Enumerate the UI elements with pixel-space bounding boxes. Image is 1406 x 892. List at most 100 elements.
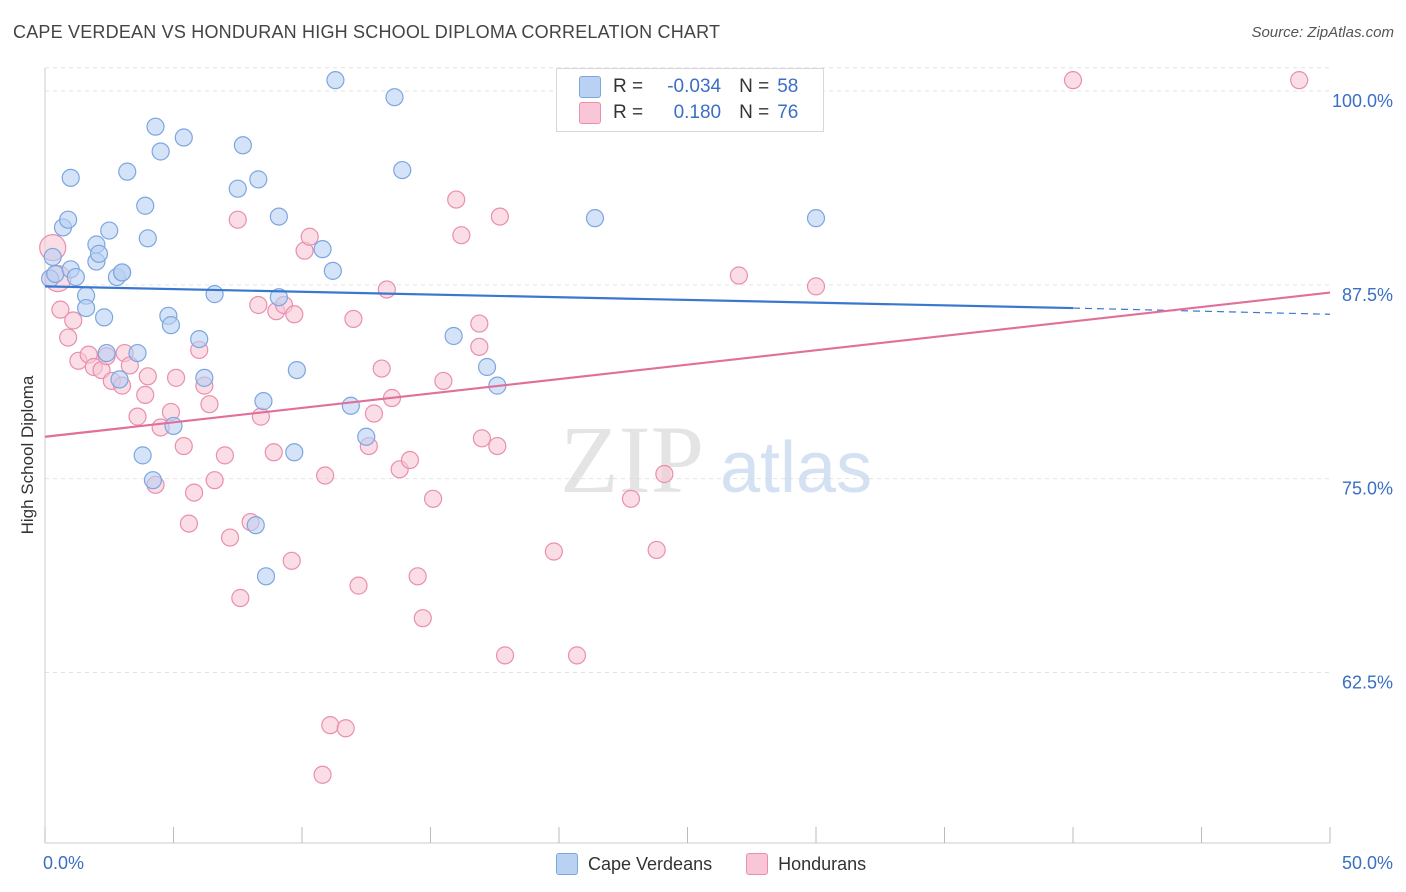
pink-swatch — [579, 102, 601, 124]
honduran-point — [408, 567, 427, 586]
honduran-point — [647, 540, 666, 560]
cape-verdean-point — [195, 368, 214, 387]
honduran-point — [138, 367, 157, 386]
chart-title: CAPE VERDEAN VS HONDURAN HIGH SCHOOL DIP… — [13, 22, 721, 42]
honduran-point — [470, 337, 489, 356]
cape-verdean-point — [59, 210, 78, 229]
honduran-point — [200, 395, 219, 414]
cape-verdean-point — [61, 168, 80, 187]
blue-swatch — [579, 76, 601, 98]
cape-verdean-point — [233, 136, 252, 155]
honduran-point — [806, 277, 826, 296]
honduran-point — [470, 314, 489, 333]
honduran-point — [179, 514, 199, 533]
honduran-point — [300, 227, 319, 246]
honduran-point — [400, 450, 420, 470]
honduran-point — [344, 309, 363, 329]
cape-verdean-point — [323, 261, 342, 280]
cape-verdean-point — [77, 298, 96, 318]
honduran-point — [544, 542, 563, 561]
honduran-point — [729, 266, 749, 285]
cape-verdean-point — [95, 308, 114, 327]
honduran-point — [249, 295, 268, 315]
n-label: N = — [739, 76, 770, 97]
cape-verdean-point — [97, 343, 116, 363]
honduran-point — [220, 528, 240, 547]
cape-verdean-point — [285, 443, 304, 462]
cape-verdean-point — [326, 71, 345, 90]
honduran-point — [184, 483, 204, 502]
cape-verdean-point — [138, 229, 157, 248]
x-tick-label-min: 0.0% — [43, 853, 85, 873]
cape-verdean-point — [357, 427, 376, 446]
honduran-point — [51, 300, 70, 319]
honduran-point — [452, 226, 471, 245]
y-tick-labels: 62.5% 75.0% 87.5% 100.0% — [1332, 91, 1393, 692]
honduran-point — [490, 207, 509, 226]
cape-verdeans-trend-line — [44, 285, 1074, 310]
cape-verdean-point — [133, 446, 152, 465]
cape-verdean-point — [256, 567, 276, 586]
cape-verdean-point — [143, 471, 163, 490]
n-value: 76 — [777, 102, 799, 123]
honduran-point — [349, 576, 368, 595]
cape-verdean-point — [136, 196, 155, 215]
honduran-point — [495, 646, 515, 665]
legend-label: Cape Verdeans — [588, 853, 713, 874]
honduran-point — [313, 765, 332, 784]
cape-verdean-point — [43, 247, 62, 267]
honduran-point — [447, 190, 466, 209]
gridlines — [45, 67, 1330, 673]
honduran-point — [128, 407, 147, 426]
cape-verdean-point — [393, 160, 412, 180]
honduran-point — [377, 280, 396, 299]
honduran-point — [316, 466, 335, 485]
legend-item-cape-verdeans: Cape Verdeans — [556, 853, 712, 875]
x-tick-label-max: 50.0% — [1341, 853, 1393, 873]
cape-verdean-point — [112, 263, 132, 282]
cape-verdean-point — [246, 516, 265, 535]
series-legend: Cape Verdeans Hondurans — [556, 852, 900, 876]
y-tick-label: 62.5% — [1342, 672, 1393, 692]
cape-verdean-point — [46, 264, 65, 284]
cape-verdean-point — [205, 285, 224, 304]
cape-verdean-point — [287, 360, 306, 380]
watermark: ZIP atlas — [560, 406, 872, 513]
legend-row-cape-verdeans: R = -0.034 N = 58 — [579, 75, 798, 99]
pink-swatch — [746, 853, 769, 875]
cape-verdean-point — [269, 288, 288, 307]
honduran-point — [655, 464, 674, 484]
honduran-point — [215, 446, 234, 465]
cape-verdean-point — [164, 416, 183, 436]
honduran-point — [413, 609, 432, 628]
honduran-point — [285, 305, 304, 324]
n-label: N = — [739, 102, 770, 123]
honduran-point — [1063, 71, 1083, 90]
n-value: 58 — [777, 76, 799, 97]
legend-item-hondurans: Hondurans — [746, 853, 866, 875]
y-tick-label: 87.5% — [1342, 285, 1393, 305]
cape-verdean-point — [110, 370, 129, 389]
watermark-atlas: atlas — [720, 428, 872, 508]
cape-verdean-point — [89, 244, 109, 263]
cape-verdean-point — [146, 117, 165, 136]
honduran-point — [372, 359, 391, 378]
honduran-point — [251, 407, 270, 426]
honduran-point — [336, 719, 355, 738]
r-label: R = — [613, 76, 644, 97]
cape-verdean-point — [66, 267, 85, 287]
honduran-point — [59, 328, 78, 347]
cape-verdeans-points — [41, 71, 826, 586]
cape-verdean-point — [341, 396, 360, 415]
cape-verdean-point — [385, 88, 404, 107]
cape-verdean-point — [118, 162, 137, 181]
cape-verdean-point — [269, 207, 288, 226]
honduran-point — [567, 646, 587, 665]
cape-verdeans-trend-extension — [1072, 307, 1331, 315]
honduran-point — [282, 551, 301, 570]
cape-verdean-point — [477, 357, 497, 377]
honduran-point — [321, 716, 340, 735]
trend-lines — [44, 285, 1331, 438]
honduran-point — [364, 404, 384, 423]
